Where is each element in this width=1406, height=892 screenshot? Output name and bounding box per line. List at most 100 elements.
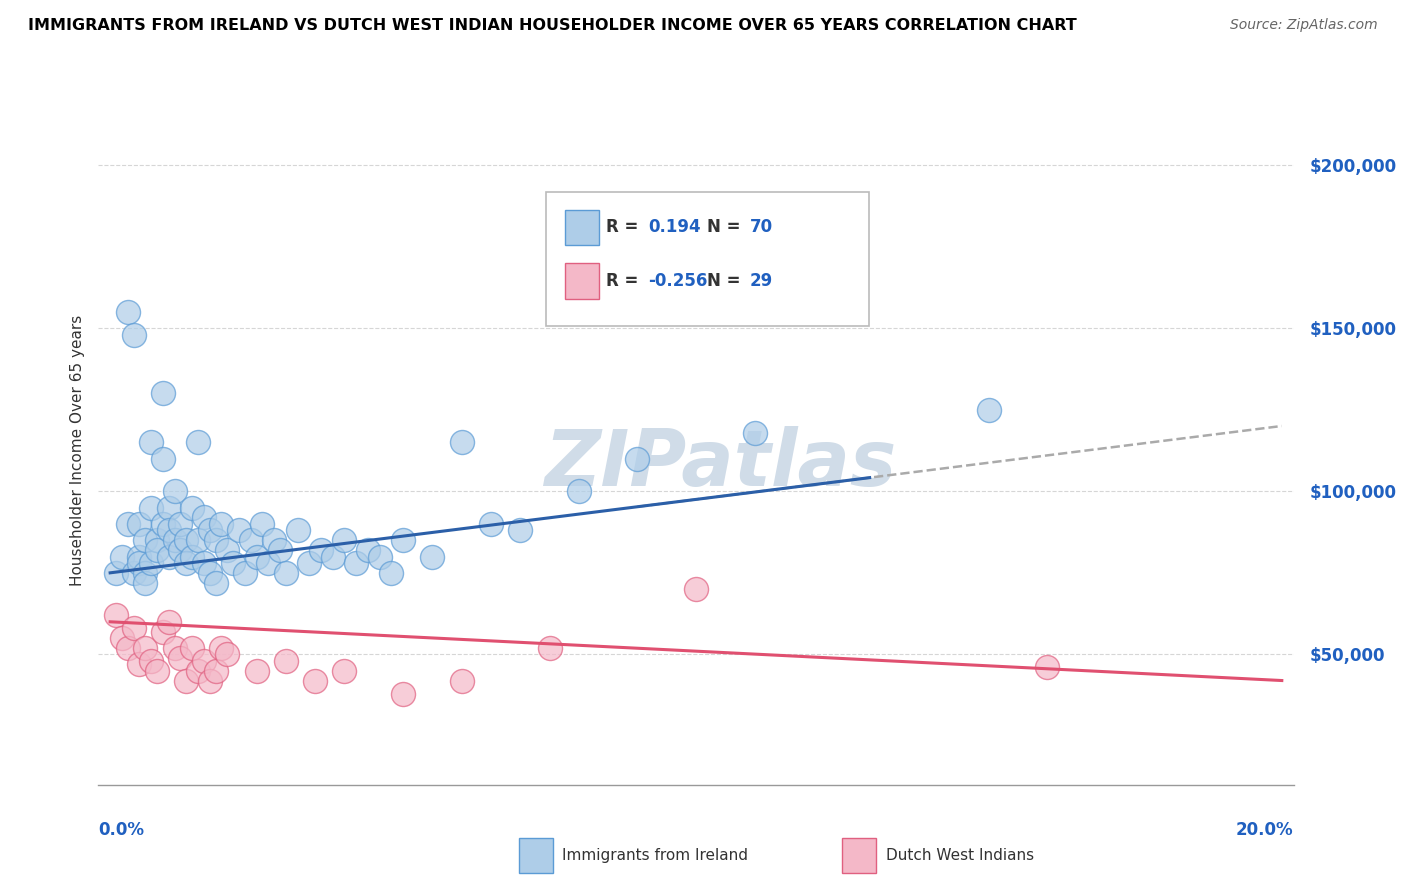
Point	[111, 549, 134, 564]
Point	[239, 533, 262, 548]
Point	[263, 533, 285, 548]
Text: 0.0%: 0.0%	[98, 821, 145, 838]
Point	[222, 556, 245, 570]
Point	[269, 543, 291, 558]
Point	[187, 664, 209, 678]
Point	[204, 575, 226, 590]
Point	[117, 640, 139, 655]
Point	[152, 451, 174, 466]
Text: R =: R =	[606, 272, 638, 290]
Point	[174, 533, 197, 548]
Point	[105, 566, 128, 580]
Point	[157, 524, 180, 538]
Point	[568, 484, 591, 499]
Point	[174, 673, 197, 688]
Point	[204, 533, 226, 548]
Point	[134, 566, 156, 580]
Point	[420, 549, 443, 564]
Point	[187, 435, 209, 450]
Text: 70: 70	[749, 219, 772, 236]
Point	[322, 549, 344, 564]
Point	[128, 657, 150, 672]
Point	[122, 327, 145, 342]
Point	[246, 664, 269, 678]
Text: 20.0%: 20.0%	[1236, 821, 1294, 838]
Point	[333, 664, 356, 678]
Point	[141, 435, 163, 450]
Point	[169, 650, 191, 665]
Point	[217, 648, 239, 662]
Point	[204, 664, 226, 678]
Point	[217, 543, 239, 558]
Point	[169, 543, 191, 558]
Point	[198, 524, 221, 538]
Point	[146, 533, 169, 548]
Point	[122, 566, 145, 580]
Text: 29: 29	[749, 272, 773, 290]
Point	[181, 640, 204, 655]
Text: IMMIGRANTS FROM IRELAND VS DUTCH WEST INDIAN HOUSEHOLDER INCOME OVER 65 YEARS CO: IMMIGRANTS FROM IRELAND VS DUTCH WEST IN…	[28, 18, 1077, 33]
Point	[105, 608, 128, 623]
Point	[111, 631, 134, 645]
Point	[157, 615, 180, 629]
Point	[141, 500, 163, 515]
Point	[122, 621, 145, 635]
Point	[141, 556, 163, 570]
Point	[193, 654, 215, 668]
Point	[392, 687, 415, 701]
Point	[128, 549, 150, 564]
Point	[274, 654, 297, 668]
Point	[246, 549, 269, 564]
Point	[538, 640, 561, 655]
Point	[233, 566, 256, 580]
Point	[309, 543, 332, 558]
Point	[357, 543, 380, 558]
Point	[1036, 660, 1059, 674]
Text: N =: N =	[707, 219, 741, 236]
Point	[450, 673, 472, 688]
Point	[380, 566, 402, 580]
Point	[450, 435, 472, 450]
Point	[169, 516, 191, 531]
Point	[134, 640, 156, 655]
Point	[193, 556, 215, 570]
Text: N =: N =	[707, 272, 741, 290]
Point	[252, 516, 274, 531]
Point	[181, 500, 204, 515]
Point	[211, 640, 233, 655]
Text: Immigrants from Ireland: Immigrants from Ireland	[562, 848, 748, 863]
Point	[117, 516, 139, 531]
Point	[257, 556, 280, 570]
Text: Dutch West Indians: Dutch West Indians	[886, 848, 1033, 863]
Y-axis label: Householder Income Over 65 years: Householder Income Over 65 years	[69, 315, 84, 586]
Point	[134, 533, 156, 548]
Point	[187, 533, 209, 548]
Point	[141, 654, 163, 668]
Point	[152, 516, 174, 531]
Point	[479, 516, 502, 531]
Text: 0.194: 0.194	[648, 219, 700, 236]
Point	[392, 533, 415, 548]
Point	[509, 524, 531, 538]
Point	[685, 582, 707, 596]
Point	[181, 549, 204, 564]
Point	[744, 425, 766, 440]
Point	[228, 524, 250, 538]
Point	[298, 556, 321, 570]
Point	[368, 549, 391, 564]
Point	[344, 556, 367, 570]
Point	[163, 484, 186, 499]
Point	[333, 533, 356, 548]
Point	[287, 524, 309, 538]
Point	[198, 673, 221, 688]
Point	[146, 664, 169, 678]
Point	[152, 386, 174, 401]
Point	[304, 673, 326, 688]
Point	[163, 533, 186, 548]
Point	[157, 500, 180, 515]
Point	[163, 640, 186, 655]
Text: R =: R =	[606, 219, 650, 236]
Text: ZIPatlas: ZIPatlas	[544, 425, 896, 502]
Point	[134, 575, 156, 590]
Point	[128, 516, 150, 531]
